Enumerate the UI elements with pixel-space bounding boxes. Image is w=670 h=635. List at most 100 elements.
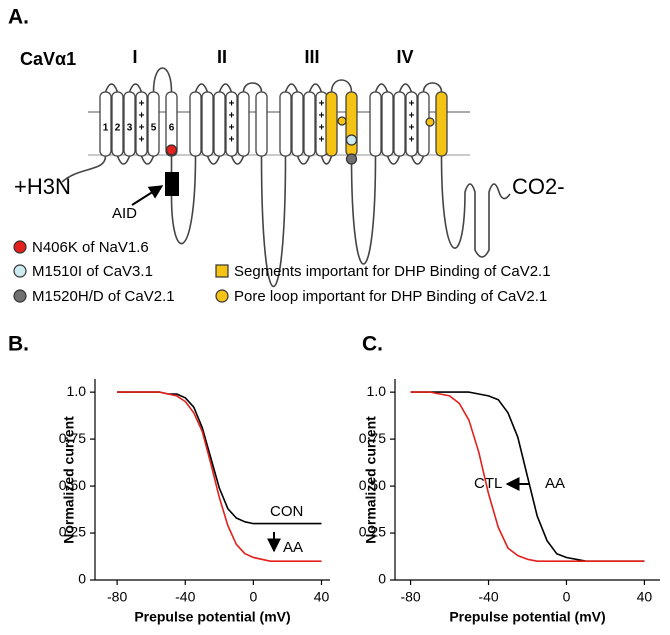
segment [99, 91, 112, 157]
chart: C. 0 0.25 0.50 0.75 1.0 -80 -40 0 40 Prepulse pote… [359, 333, 660, 625]
y-tick-label: 0 [78, 571, 86, 587]
charge: + [409, 111, 415, 122]
series-line [410, 391, 645, 562]
charge: + [229, 99, 235, 110]
segment [381, 91, 394, 157]
segment [303, 91, 316, 157]
loop [152, 67, 173, 93]
loop [410, 155, 425, 165]
x-tick-label: 0 [249, 589, 257, 605]
aid-label: AID [112, 205, 137, 222]
y-tick-label: 1.0 [367, 383, 387, 399]
segment [255, 91, 268, 157]
segment [147, 91, 160, 157]
aid-box [165, 172, 179, 196]
loop [206, 155, 221, 165]
segment [165, 91, 178, 157]
legend-swatch [13, 240, 27, 254]
charge: + [139, 111, 145, 122]
charge: + [229, 111, 235, 122]
legend-swatch [13, 264, 27, 278]
charge: + [229, 135, 235, 146]
x-axis-label: Prepulse potential (mV) [449, 609, 605, 625]
legend-label: N406K of NaV1.6 [32, 239, 149, 256]
segment [325, 91, 338, 157]
series-annotation: AA [545, 475, 565, 492]
x-tick-label: 40 [637, 589, 653, 605]
charge: + [409, 135, 415, 146]
segment [369, 91, 382, 157]
domain-label: III [304, 47, 319, 67]
segment [189, 91, 202, 157]
charge: + [409, 99, 415, 110]
segment-label: 6 [169, 123, 175, 134]
loop [398, 83, 413, 93]
legend-swatch [215, 264, 229, 278]
site-dot [345, 153, 358, 165]
charge: + [319, 99, 325, 110]
charge: + [409, 123, 415, 134]
y-tick-label: 0.25 [359, 524, 386, 540]
c-terminus: CO2- [512, 174, 565, 199]
series-annotation: CON [270, 503, 303, 520]
segment [213, 91, 226, 157]
charge: + [139, 135, 145, 146]
n-terminus: +H3N [14, 174, 71, 199]
loop [218, 83, 233, 93]
loop [194, 83, 209, 93]
loop [284, 83, 299, 93]
loop [116, 155, 131, 165]
x-tick-label: -80 [107, 589, 127, 605]
domain-label: I [132, 47, 137, 67]
legend-label: Segments important for DHP Binding of Ca… [234, 263, 551, 280]
loop [140, 155, 155, 165]
charge: + [319, 123, 325, 134]
loop [296, 155, 311, 165]
panel-label: B. [8, 333, 29, 356]
segment-label: 5 [151, 123, 157, 134]
y-axis-label: Normalized current [61, 416, 77, 544]
segment-label: 3 [127, 123, 133, 134]
segment [393, 91, 406, 157]
segment [123, 91, 136, 157]
y-axis-label: Normalized current [363, 416, 379, 544]
site-dot [345, 134, 358, 146]
loop [320, 155, 333, 165]
y-tick-label: 0.25 [59, 524, 86, 540]
y-tick-label: 0 [378, 571, 386, 587]
panel-label: A. [8, 6, 29, 29]
segment [405, 91, 418, 157]
legend-label: M1510I of CaV3.1 [32, 263, 153, 280]
chart: B. 0 0.25 0.50 0.75 1.0 -80 -40 0 40 Prepulse pote… [8, 333, 330, 625]
segment [237, 91, 250, 157]
series-annotation: AA [283, 539, 303, 556]
charge: + [229, 123, 235, 134]
segment-label: 2 [115, 123, 121, 134]
x-axis-label: Prepulse potential (mV) [134, 609, 290, 625]
legend-swatch [13, 289, 27, 303]
aid-arrow [131, 185, 164, 206]
charge: + [319, 111, 325, 122]
panel-label: C. [362, 333, 383, 356]
legend-swatch [215, 289, 229, 303]
charge: + [139, 99, 145, 110]
series-line [410, 391, 645, 562]
y-tick-label: 0.50 [59, 477, 86, 493]
segment [201, 91, 214, 157]
loop [422, 82, 443, 93]
loop [308, 83, 323, 93]
loop [104, 83, 119, 93]
x-tick-label: 40 [314, 589, 330, 605]
site-dot [165, 144, 178, 156]
segment [345, 91, 358, 157]
series-line [117, 391, 322, 562]
segment [135, 91, 148, 157]
x-tick-label: -80 [400, 589, 420, 605]
domain-label: II [217, 47, 227, 67]
segment [225, 91, 238, 157]
y-tick-label: 0.50 [359, 477, 386, 493]
charge: + [319, 135, 325, 146]
channel-diagram: A. CaVα1 AID +H3N CO2- I1 2 3++++5 6II++++I… [8, 6, 565, 305]
charge: + [139, 123, 145, 134]
